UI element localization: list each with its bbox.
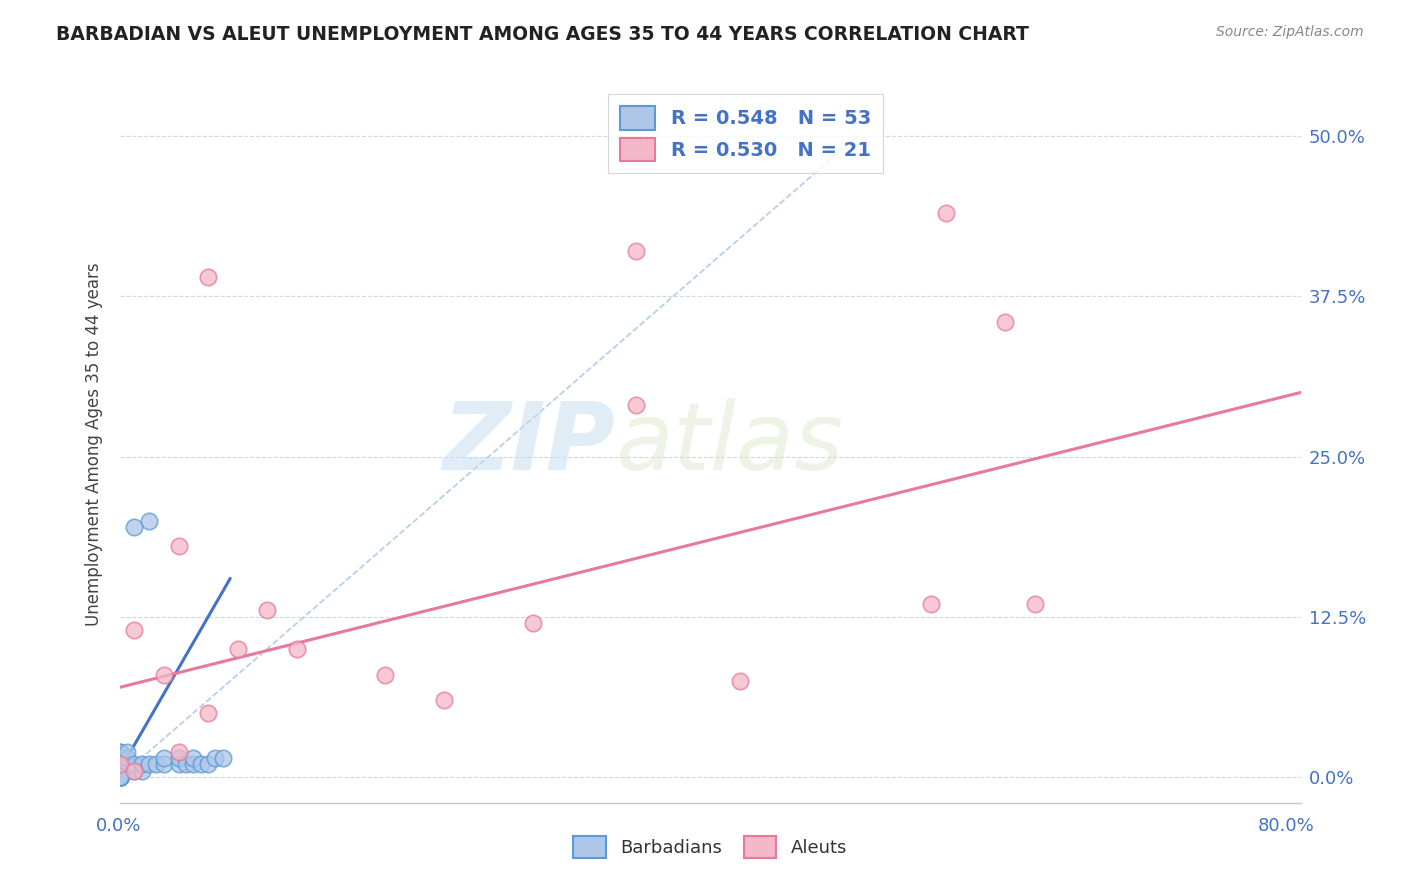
Point [108, 770, 131, 784]
Point [153, 667, 174, 681]
Point [374, 667, 396, 681]
Point [167, 757, 190, 772]
Point [1024, 597, 1046, 611]
Point [433, 693, 456, 707]
Point [108, 770, 131, 784]
Point [108, 770, 131, 784]
Point [108, 770, 131, 784]
Point [108, 757, 131, 772]
Point [124, 757, 146, 772]
Point [935, 206, 957, 220]
Point [108, 764, 131, 778]
Point [183, 757, 205, 772]
Point [108, 770, 131, 784]
Point [108, 770, 131, 784]
Point [124, 764, 146, 778]
Point [108, 770, 131, 784]
Point [124, 764, 146, 778]
Point [108, 770, 131, 784]
Point [108, 764, 131, 778]
Point [108, 770, 131, 784]
Point [108, 764, 131, 778]
Point [190, 757, 212, 772]
Point [131, 757, 153, 772]
Text: 0.0%: 0.0% [96, 817, 141, 835]
Point [522, 616, 544, 631]
Point [167, 539, 190, 553]
Point [138, 757, 160, 772]
Point [108, 770, 131, 784]
Text: Source: ZipAtlas.com: Source: ZipAtlas.com [1216, 25, 1364, 39]
Point [197, 706, 219, 720]
Point [108, 770, 131, 784]
Point [994, 315, 1017, 329]
Point [108, 744, 131, 758]
Y-axis label: Unemployment Among Ages 35 to 44 years: Unemployment Among Ages 35 to 44 years [84, 262, 103, 625]
Point [197, 270, 219, 285]
Point [108, 770, 131, 784]
Text: 80.0%: 80.0% [1258, 817, 1315, 835]
Text: BARBADIAN VS ALEUT UNEMPLOYMENT AMONG AGES 35 TO 44 YEARS CORRELATION CHART: BARBADIAN VS ALEUT UNEMPLOYMENT AMONG AG… [56, 25, 1029, 44]
Point [108, 770, 131, 784]
Point [108, 770, 131, 784]
Point [108, 770, 131, 784]
Point [145, 757, 167, 772]
Point [108, 757, 131, 772]
Point [124, 623, 146, 637]
Text: ZIP: ZIP [443, 398, 616, 490]
Point [153, 751, 174, 765]
Point [153, 757, 174, 772]
Point [624, 398, 647, 412]
Point [108, 770, 131, 784]
Point [108, 770, 131, 784]
Point [183, 751, 205, 765]
Point [115, 744, 138, 758]
Point [108, 770, 131, 784]
Point [174, 757, 197, 772]
Point [131, 764, 153, 778]
Legend: Barbadians, Aleuts: Barbadians, Aleuts [565, 829, 855, 865]
Point [728, 673, 751, 688]
Point [108, 757, 131, 772]
Point [108, 770, 131, 784]
Point [226, 642, 249, 657]
Point [115, 757, 138, 772]
Point [204, 751, 226, 765]
Point [108, 744, 131, 758]
Point [285, 642, 308, 657]
Point [108, 770, 131, 784]
Point [921, 597, 943, 611]
Point [211, 751, 233, 765]
Point [138, 514, 160, 528]
Point [197, 757, 219, 772]
Point [256, 603, 278, 617]
Point [115, 751, 138, 765]
Point [167, 744, 190, 758]
Point [624, 244, 647, 259]
Text: atlas: atlas [616, 398, 844, 490]
Point [124, 520, 146, 534]
Point [108, 770, 131, 784]
Point [115, 764, 138, 778]
Point [167, 751, 190, 765]
Point [108, 751, 131, 765]
Point [108, 770, 131, 784]
